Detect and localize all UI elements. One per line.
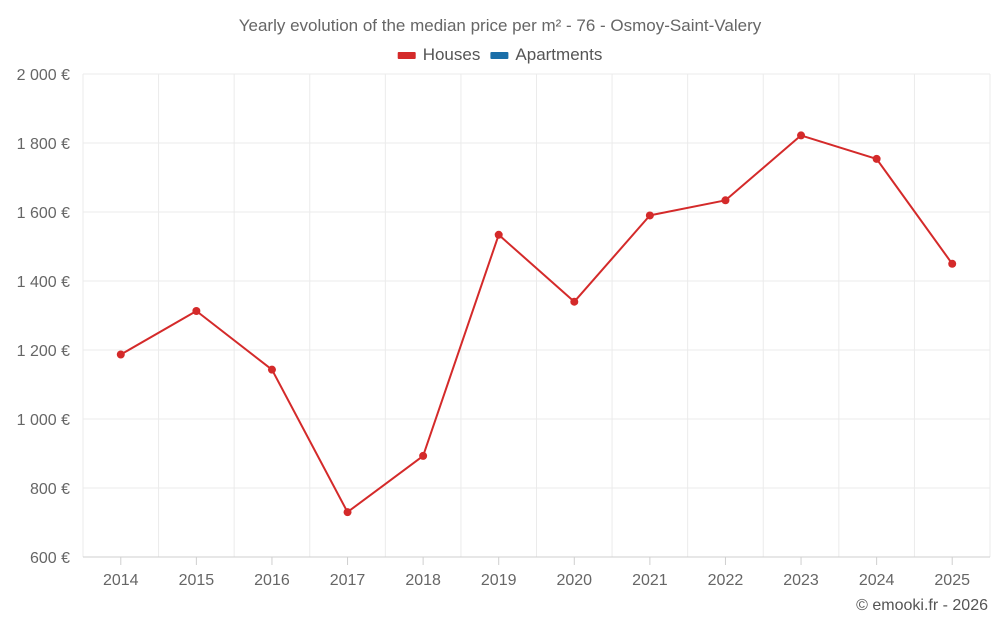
x-tick-label: 2019 — [481, 572, 517, 589]
data-point[interactable] — [192, 307, 201, 316]
data-point[interactable] — [948, 259, 957, 268]
data-point[interactable] — [872, 154, 881, 163]
legend-label: Apartments — [515, 45, 602, 64]
series-group — [116, 131, 957, 517]
data-point[interactable] — [267, 365, 276, 374]
x-tick-label: 2016 — [254, 572, 290, 589]
y-axis: 600 € 800 € 1 000 € 1 200 € 1 400 € 1 600 € 1 … — [17, 67, 70, 567]
y-tick-label: 1 600 € — [17, 205, 70, 222]
data-point[interactable] — [343, 508, 352, 517]
legend-item-houses[interactable]: Houses — [397, 45, 481, 64]
legend-item-apartments[interactable]: Apartments — [490, 45, 602, 64]
y-tick-label: 800 € — [30, 481, 70, 498]
grid — [82, 73, 991, 558]
credit-text: © emooki.fr - 2026 — [856, 597, 988, 614]
x-tick-label: 2020 — [556, 572, 592, 589]
y-tick-label: 1 800 € — [17, 136, 70, 153]
y-tick-label: 1 400 € — [17, 274, 70, 291]
x-tick-label: 2023 — [783, 572, 819, 589]
series-line-houses — [120, 134, 954, 514]
data-point[interactable] — [116, 350, 125, 359]
data-point[interactable] — [645, 211, 654, 220]
data-point[interactable] — [721, 196, 730, 205]
data-point[interactable] — [419, 451, 428, 460]
data-point[interactable] — [797, 131, 806, 140]
chart-title: Yearly evolution of the median price per… — [239, 16, 762, 35]
x-tick-label: 2017 — [330, 572, 366, 589]
x-tick-label: 2022 — [708, 572, 744, 589]
y-tick-label: 2 000 € — [17, 67, 70, 84]
legend[interactable]: Houses Apartments — [397, 45, 603, 64]
data-point[interactable] — [494, 230, 503, 239]
x-tick-label: 2021 — [632, 572, 668, 589]
y-tick-label: 600 € — [30, 550, 70, 567]
x-tick-label: 2014 — [103, 572, 139, 589]
x-axis: 2014 2015 2016 2017 2018 2019 2020 2021 2022 2023… — [83, 556, 990, 589]
x-tick-label: 2018 — [405, 572, 441, 589]
legend-label: Houses — [423, 45, 481, 64]
data-point[interactable] — [570, 297, 579, 306]
x-tick-label: 2024 — [859, 572, 895, 589]
y-tick-label: 1 000 € — [17, 412, 70, 429]
legend-swatch — [490, 52, 509, 59]
legend-swatch — [397, 52, 416, 59]
x-tick-label: 2015 — [179, 572, 215, 589]
x-tick-label: 2025 — [934, 572, 970, 589]
y-tick-label: 1 200 € — [17, 343, 70, 360]
